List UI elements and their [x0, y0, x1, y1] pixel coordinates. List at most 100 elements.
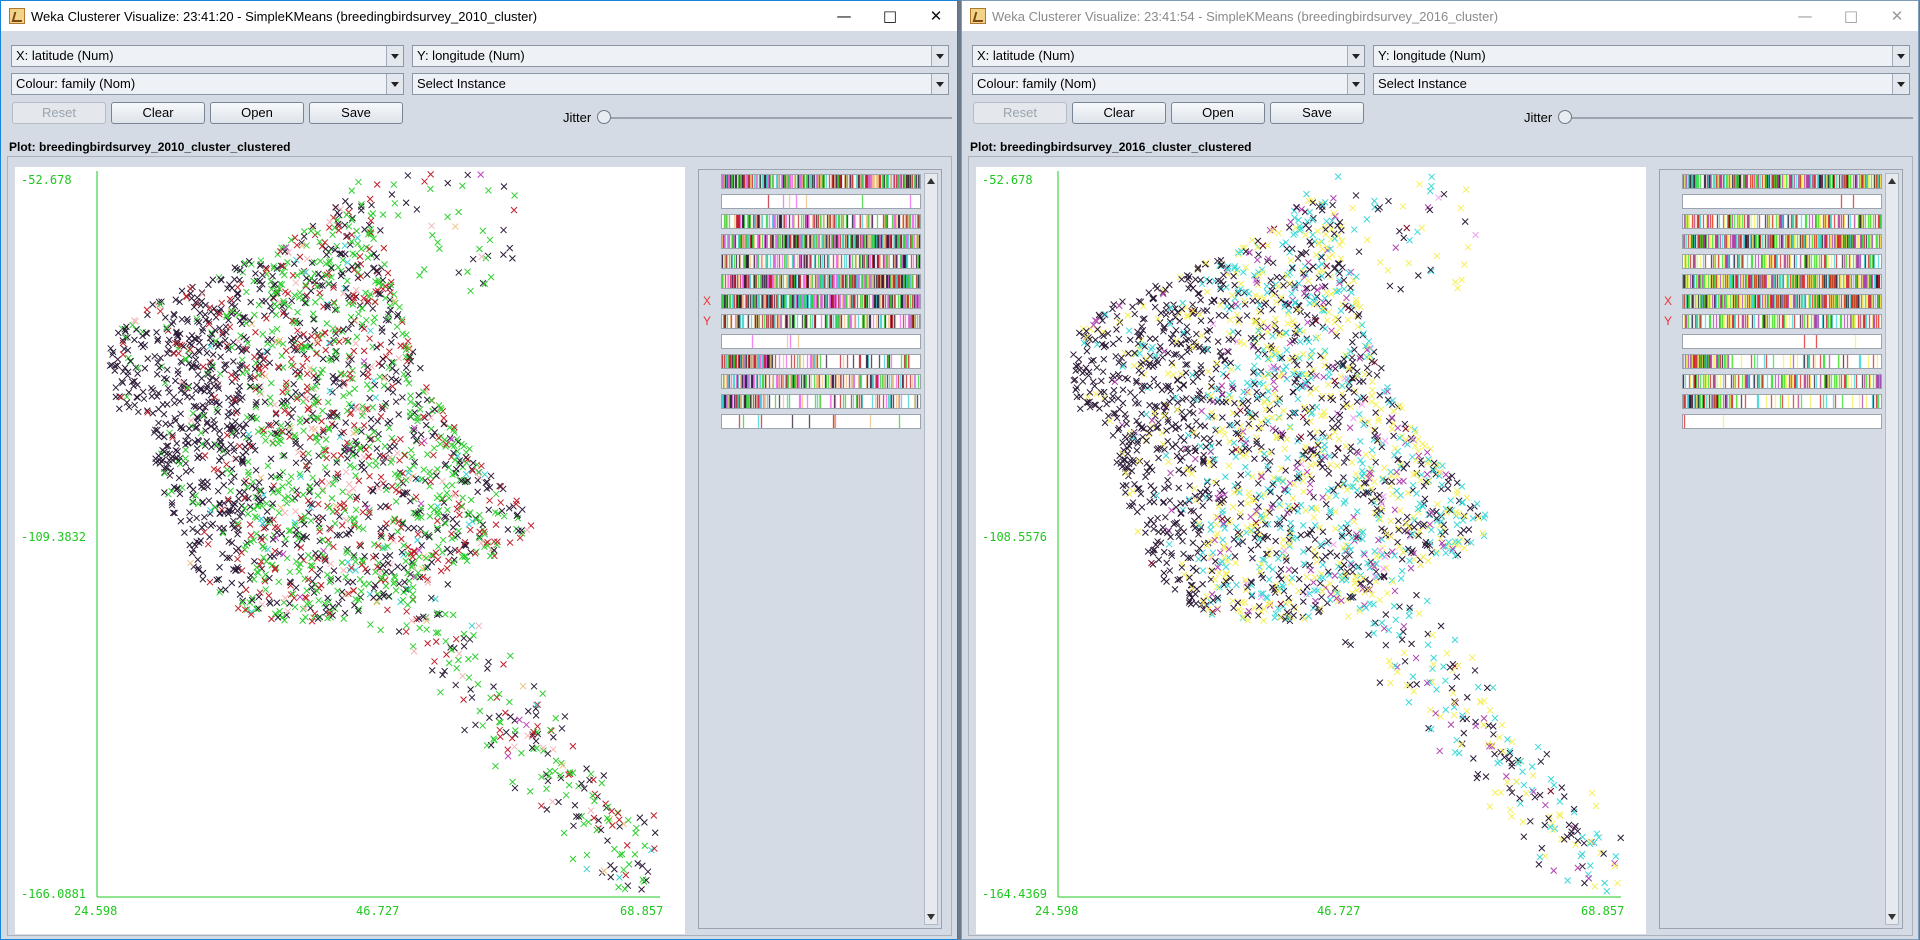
reset-button[interactable]: Reset — [973, 102, 1067, 124]
data-point — [1172, 326, 1180, 334]
data-point — [1359, 460, 1366, 467]
data-point — [583, 851, 591, 859]
data-point — [224, 495, 232, 503]
data-point — [464, 171, 472, 179]
jitter-slider[interactable] — [598, 117, 952, 119]
data-point — [1463, 693, 1471, 701]
x-axis-select[interactable]: X: latitude (Num) — [11, 45, 404, 67]
data-point — [1366, 469, 1373, 477]
attribute-bar[interactable] — [721, 394, 921, 409]
scatter-plot-canvas[interactable]: -52.678 -108.5576 -164.4369 24.598 46.72… — [976, 167, 1646, 934]
data-point — [272, 419, 280, 427]
data-point — [119, 368, 127, 375]
data-point — [1286, 423, 1294, 431]
attribute-bar[interactable] — [721, 334, 921, 349]
attribute-bar[interactable] — [721, 174, 921, 189]
attribute-bar[interactable] — [721, 374, 921, 389]
colour-select[interactable]: Colour: family (Nom) — [11, 73, 404, 95]
attribute-bar[interactable] — [721, 214, 921, 229]
data-point — [422, 421, 430, 429]
data-point — [234, 295, 242, 303]
data-point — [272, 433, 280, 441]
data-point — [108, 361, 115, 369]
data-point — [1253, 437, 1261, 445]
data-point — [455, 500, 463, 508]
x-axis-select[interactable]: X: latitude (Num) — [972, 45, 1365, 67]
data-point — [1371, 573, 1379, 580]
data-point — [1286, 339, 1294, 347]
data-point — [498, 507, 506, 515]
attribute-bar[interactable] — [721, 194, 921, 209]
attribute-bar[interactable] — [721, 274, 921, 289]
close-icon[interactable]: ✕ — [929, 7, 943, 25]
minimize-icon[interactable]: — — [836, 7, 852, 25]
data-point — [1239, 538, 1247, 545]
minimize-icon[interactable]: — — [1797, 7, 1813, 25]
select-instance[interactable]: Select Instance — [412, 73, 949, 95]
data-point — [237, 332, 245, 340]
scatter-plot-canvas[interactable]: -52.678 -109.3832 -166.0881 24.598 46.72… — [15, 167, 685, 934]
clear-button[interactable]: Clear — [1072, 102, 1166, 124]
data-point — [450, 423, 458, 431]
attribute-bar[interactable] — [721, 414, 921, 429]
scatter-plot[interactable]: -52.678 -108.5576 -164.4369 24.598 46.72… — [976, 167, 1646, 934]
data-point — [1302, 249, 1310, 256]
data-point — [231, 396, 239, 404]
reset-button[interactable]: Reset — [12, 102, 106, 124]
data-point — [281, 509, 289, 517]
title-bar[interactable]: Weka Clusterer Visualize: 23:41:20 - Sim… — [1, 1, 957, 31]
save-button[interactable]: Save — [309, 102, 403, 124]
scatter-plot[interactable]: -52.678 -109.3832 -166.0881 24.598 46.72… — [15, 167, 685, 934]
attribute-bar[interactable] — [721, 314, 921, 329]
attribute-bar[interactable] — [721, 354, 921, 369]
data-point — [1306, 480, 1314, 488]
maximize-icon[interactable]: □ — [882, 7, 898, 25]
attribute-bar[interactable] — [721, 254, 921, 269]
data-point — [406, 408, 414, 416]
jitter-slider-thumb[interactable] — [1558, 110, 1572, 124]
open-button[interactable]: Open — [1171, 102, 1265, 124]
data-point — [1280, 514, 1288, 522]
data-point — [288, 297, 296, 305]
title-bar[interactable]: Weka Clusterer Visualize: 23:41:54 - Sim… — [962, 1, 1918, 31]
data-point — [172, 296, 180, 304]
attribute-bar[interactable] — [721, 234, 921, 249]
scroll-up-icon[interactable] — [927, 178, 935, 184]
data-point — [1308, 347, 1316, 355]
data-point — [1173, 452, 1181, 460]
data-point — [331, 422, 339, 430]
data-point — [1267, 342, 1275, 350]
jitter-slider[interactable] — [1559, 117, 1913, 119]
data-point — [119, 339, 127, 347]
data-point — [175, 474, 183, 482]
data-point — [1277, 576, 1285, 583]
scroll-down-icon[interactable] — [927, 914, 935, 920]
y-axis-select[interactable]: Y: longitude (Num) — [412, 45, 949, 67]
data-point — [1276, 584, 1284, 592]
open-button[interactable]: Open — [210, 102, 304, 124]
colour-select[interactable]: Colour: family (Nom) — [972, 73, 1365, 95]
data-point — [424, 579, 432, 586]
close-icon[interactable]: ✕ — [1890, 7, 1904, 25]
jitter-slider-thumb[interactable] — [597, 110, 611, 124]
save-button[interactable]: Save — [1270, 102, 1364, 124]
data-point — [403, 608, 410, 615]
data-point — [418, 475, 425, 483]
data-point — [123, 399, 131, 406]
x-axis-left-label: 24.598 — [74, 904, 117, 918]
maximize-icon[interactable]: □ — [1843, 7, 1859, 25]
data-point — [1240, 340, 1248, 348]
data-point — [1325, 537, 1332, 545]
data-point — [1311, 536, 1319, 543]
data-point — [474, 680, 482, 688]
data-point — [248, 414, 256, 422]
clear-button[interactable]: Clear — [111, 102, 205, 124]
data-point — [163, 324, 170, 331]
data-point — [176, 397, 184, 405]
y-axis-select[interactable]: Y: longitude (Num) — [1373, 45, 1910, 67]
attribute-bar[interactable] — [721, 294, 921, 309]
attribute-scrollbar[interactable] — [924, 173, 938, 925]
select-instance[interactable]: Select Instance — [1373, 73, 1910, 95]
data-point — [1264, 594, 1271, 602]
data-point — [570, 822, 577, 830]
